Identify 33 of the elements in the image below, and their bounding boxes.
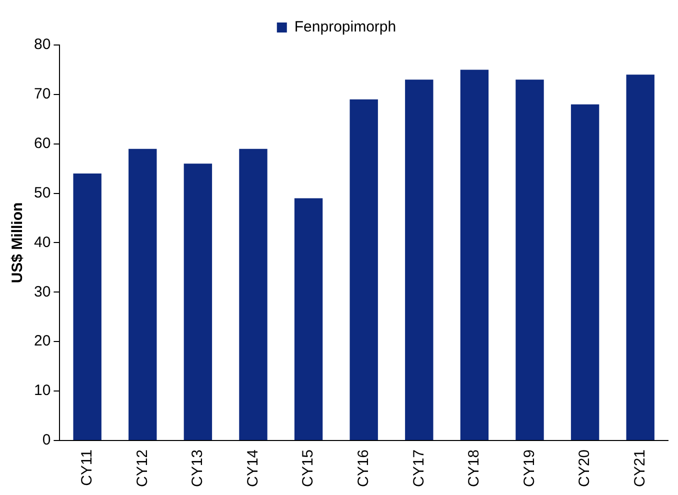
y-axis-title: US$ Million <box>9 202 26 284</box>
x-tick-label: CY13 <box>189 449 206 488</box>
x-tick-label: CY16 <box>354 449 372 488</box>
y-tick-label: 20 <box>34 332 51 350</box>
y-tick-label: 10 <box>34 382 51 400</box>
y-tick-label: 30 <box>34 283 51 300</box>
bar <box>73 174 102 440</box>
bar <box>128 148 157 440</box>
y-tick-label: 0 <box>42 432 51 449</box>
y-tick-label: 60 <box>34 135 51 152</box>
x-tick-label: CY18 <box>466 449 483 488</box>
x-tick-label: CY12 <box>134 449 151 488</box>
bar <box>350 99 378 440</box>
x-tick-label: CY17 <box>410 449 428 488</box>
x-tick-label: CY14 <box>244 449 262 488</box>
bar <box>184 164 212 440</box>
x-tick-label: CY15 <box>300 449 317 488</box>
x-tick-label: CY21 <box>631 449 648 488</box>
y-tick-label: 80 <box>34 36 51 54</box>
x-tick-label: CY19 <box>520 449 538 488</box>
bar <box>239 148 268 440</box>
x-tick-label: CY11 <box>78 449 96 486</box>
bar <box>516 80 544 440</box>
bar <box>626 74 654 440</box>
bar <box>405 80 434 440</box>
bar <box>460 70 489 440</box>
bar <box>294 198 323 440</box>
legend-label: Fenpropimorph <box>294 18 396 36</box>
x-tick-label: CY20 <box>576 449 594 488</box>
y-tick-label: 50 <box>34 184 51 202</box>
y-tick-label: 70 <box>34 86 51 103</box>
y-tick-label: 40 <box>34 234 51 251</box>
bar <box>570 104 600 440</box>
